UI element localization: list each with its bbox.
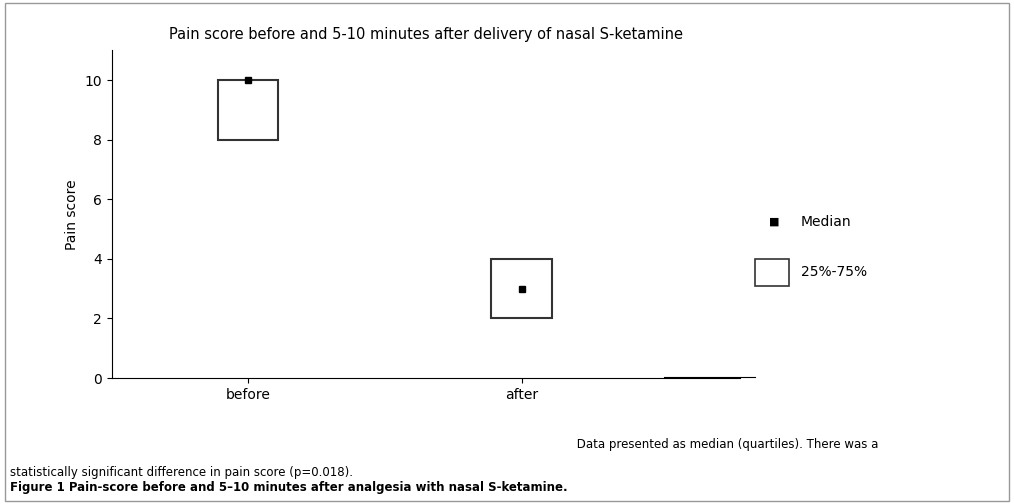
Text: 25%-75%: 25%-75%: [801, 265, 867, 279]
Bar: [492, 259, 552, 319]
Title: Pain score before and 5-10 minutes after delivery of nasal S-ketamine: Pain score before and 5-10 minutes after…: [169, 27, 682, 42]
Bar: [218, 80, 278, 140]
Text: statistically significant difference in pain score (p=0.018).: statistically significant difference in …: [10, 466, 353, 479]
Text: Figure 1 Pain-score before and 5–10 minutes after analgesia with nasal S-ketamin: Figure 1 Pain-score before and 5–10 minu…: [10, 481, 568, 494]
Text: ■: ■: [769, 217, 779, 227]
Text: Median: Median: [801, 215, 852, 229]
Y-axis label: Pain score: Pain score: [65, 179, 79, 249]
Text: Data presented as median (quartiles). There was a: Data presented as median (quartiles). Th…: [573, 438, 878, 451]
